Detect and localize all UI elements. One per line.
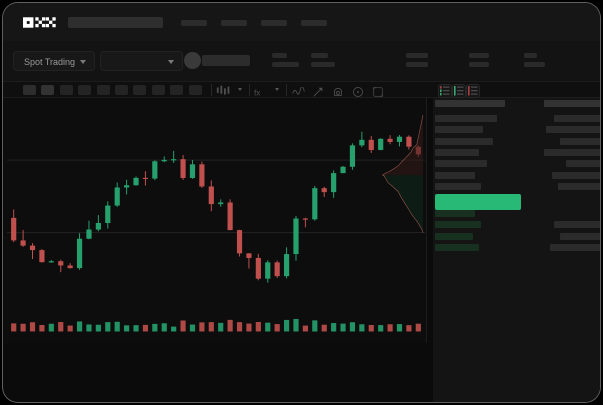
svg-text:fx: fx [254, 88, 261, 98]
